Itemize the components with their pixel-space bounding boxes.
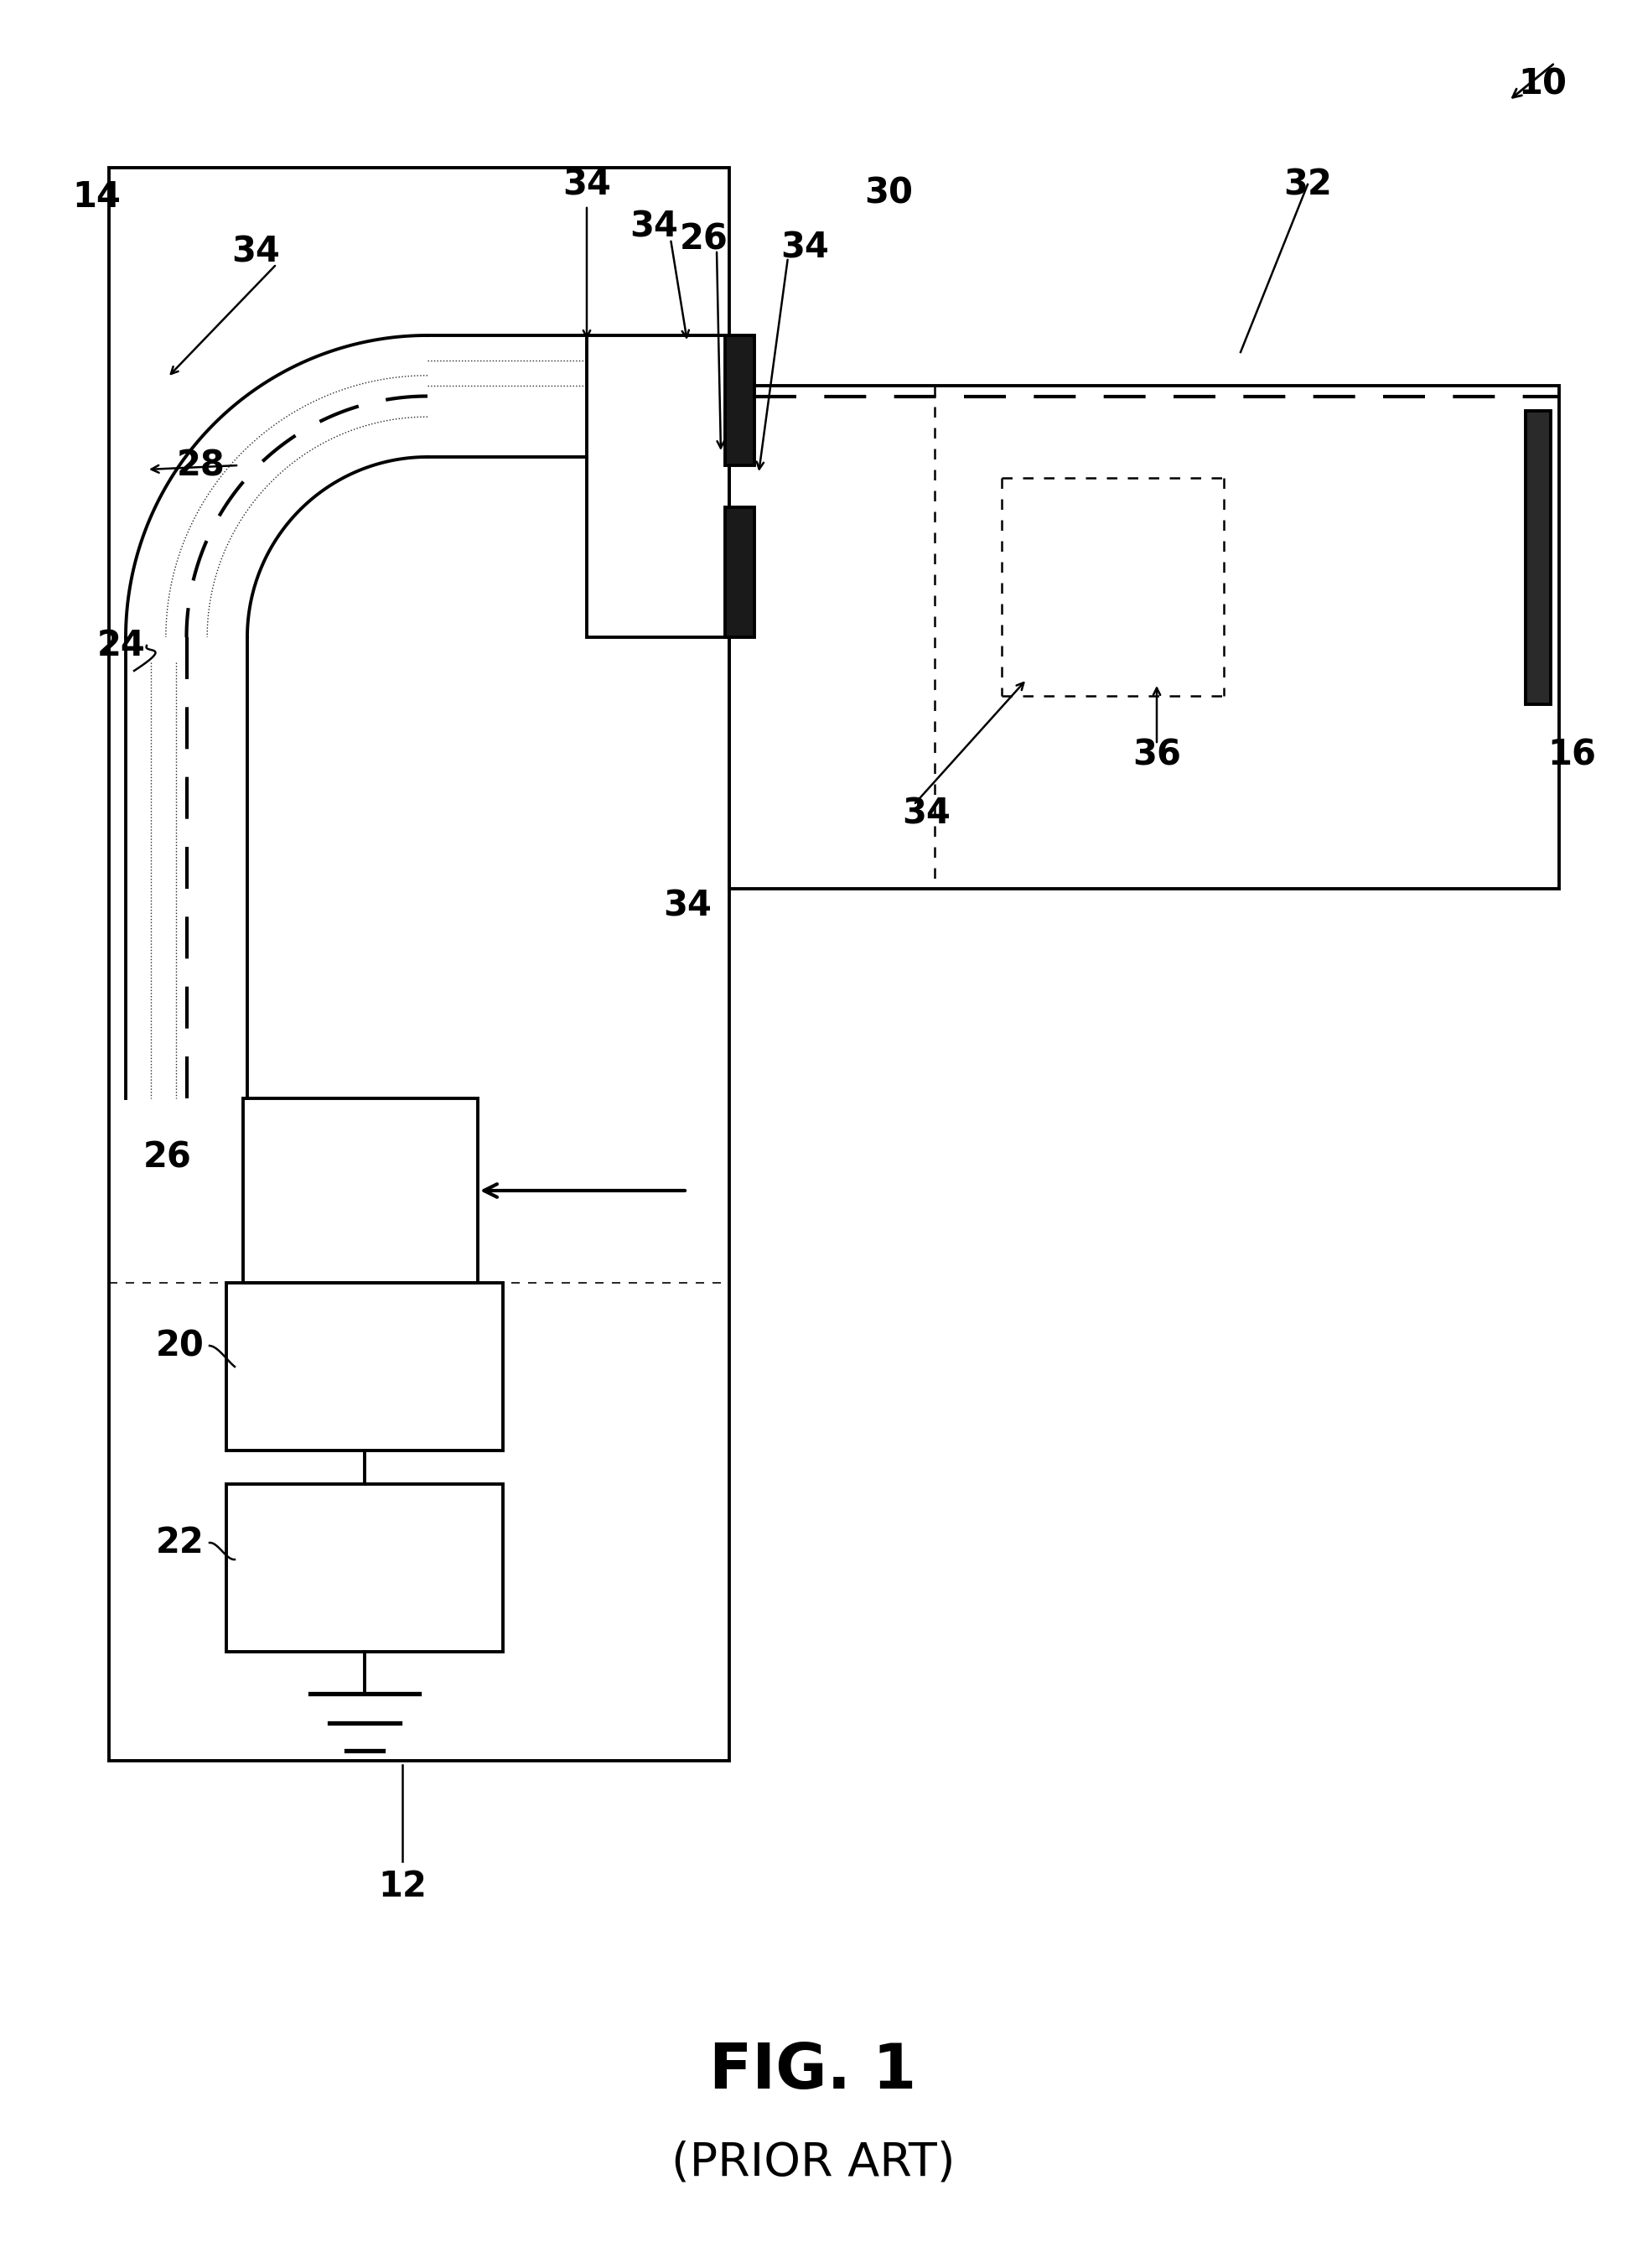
Text: 22: 22 [156,1524,205,1560]
Text: 26: 26 [680,222,729,256]
Bar [226,1483,503,1651]
Bar [587,336,729,637]
Text: 34: 34 [901,796,950,830]
Text: 36: 36 [1132,737,1181,771]
Bar [726,508,755,637]
Text: 20: 20 [156,1329,205,1363]
Text: 24: 24 [98,628,146,662]
Text: 34: 34 [231,234,280,270]
Bar [1526,411,1551,705]
Text: 14: 14 [72,179,120,215]
Bar [242,1098,478,1284]
Text: (PRIOR ART): (PRIOR ART) [672,2141,955,2186]
Text: 26: 26 [143,1139,192,1175]
Text: 34: 34 [781,229,828,265]
Text: 10: 10 [1518,66,1567,102]
Bar [726,336,755,465]
Bar [226,1284,503,1452]
Text: 30: 30 [864,175,913,211]
Text: 28: 28 [177,447,226,483]
Text: 34: 34 [563,168,612,202]
Bar [729,386,1559,889]
Text: 32: 32 [1284,168,1333,202]
Text: FIG. 1: FIG. 1 [709,2041,916,2102]
Bar [109,168,729,1760]
Text: 34: 34 [630,209,678,245]
Text: 16: 16 [1547,737,1596,771]
Text: 12: 12 [377,1869,426,1905]
Text: 34: 34 [664,887,711,923]
